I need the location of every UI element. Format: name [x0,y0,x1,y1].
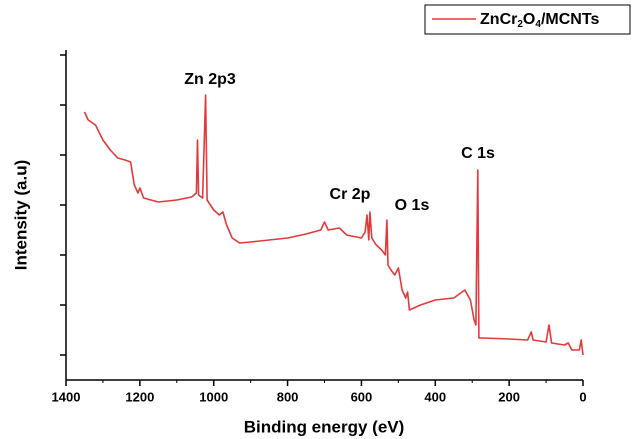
spectrum-line [83,94,584,356]
x-tick-label: 1400 [52,389,81,404]
peak-label: O 1s [395,197,430,214]
peak-label: Cr 2p [330,186,371,203]
peak-label: Zn 2p3 [184,71,236,88]
x-tick-label: 0 [579,389,586,404]
x-tick-label: 1000 [199,389,228,404]
x-tick-label: 1200 [125,389,154,404]
x-tick-label: 400 [424,389,446,404]
x-axis-title: Binding energy (eV) [244,417,405,436]
x-tick-label: 800 [277,389,299,404]
x-tick-label: 600 [351,389,373,404]
x-tick-label: 200 [498,389,520,404]
peak-label: C 1s [461,145,495,162]
legend-label: ZnCr2O4/MCNTs [480,11,599,29]
y-axis-title: Intensity (a.u) [11,160,30,271]
